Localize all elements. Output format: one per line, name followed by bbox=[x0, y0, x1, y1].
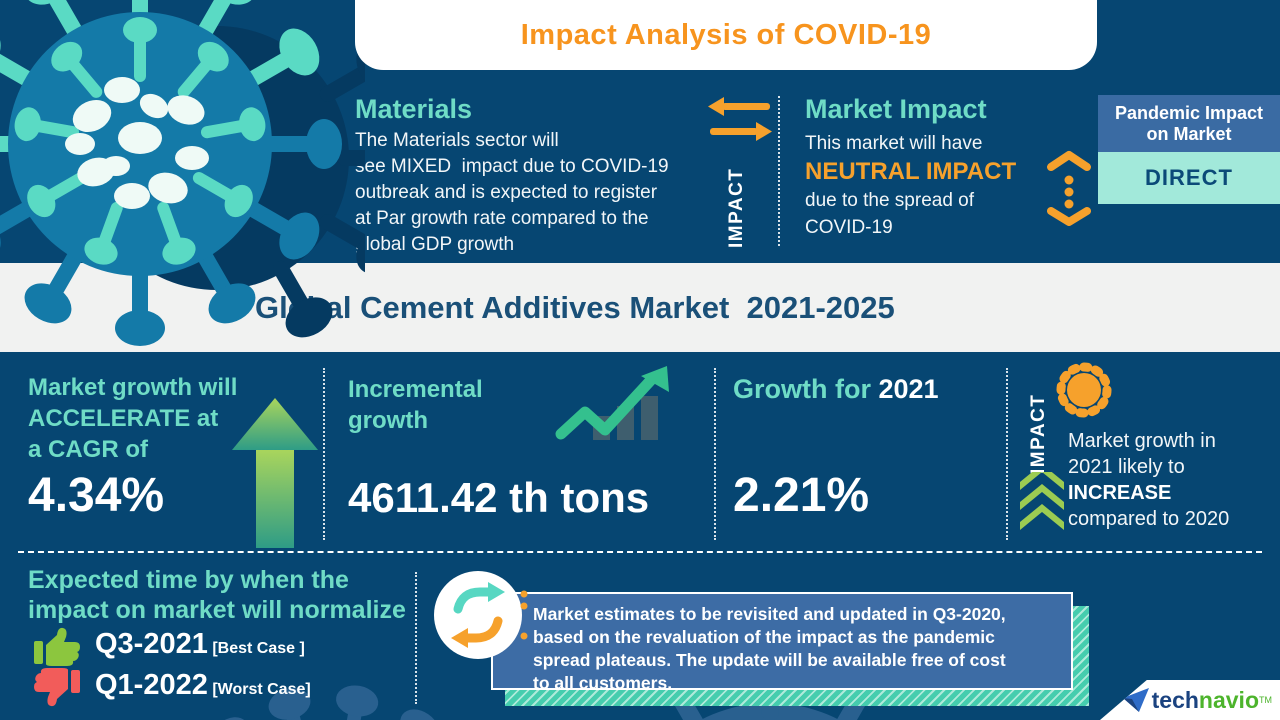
technavio-arrow-icon bbox=[1122, 687, 1149, 712]
impact2021-text: Market growth in 2021 likely to INCREASE… bbox=[1068, 428, 1229, 532]
pandemic-impact-value: DIRECT bbox=[1145, 165, 1233, 190]
pandemic-impact-line: on Market bbox=[1146, 123, 1232, 144]
virus-silhouette bbox=[635, 678, 905, 720]
top-banner: Impact Analysis of COVID-19 bbox=[355, 0, 1097, 70]
normalize-heading: Expected time by when the impact on mark… bbox=[28, 565, 406, 625]
virus-illustration bbox=[0, 0, 365, 346]
logo-tm: TM bbox=[1259, 695, 1272, 705]
impact-direction-icon bbox=[1047, 151, 1091, 226]
materials-line: outbreak and is expected to register bbox=[355, 182, 658, 203]
refresh-icon bbox=[434, 571, 522, 659]
impact2021-line: Market growth in bbox=[1068, 430, 1216, 452]
virus-icon bbox=[1056, 362, 1112, 418]
normalize-heading-line: Expected time by when the bbox=[28, 566, 349, 594]
materials-text: The Materials sector will see MIXED impa… bbox=[355, 128, 669, 258]
cagr-value: 4.34% bbox=[28, 469, 165, 522]
incremental-heading: Incremental growth bbox=[348, 374, 483, 436]
note-box: Market estimates to be revisited and upd… bbox=[491, 592, 1073, 693]
up-arrow-icon bbox=[232, 398, 318, 548]
incremental-line: Incremental bbox=[348, 376, 483, 403]
best-case-value: Q3-2021 bbox=[95, 628, 208, 660]
impact2021-line: compared to 2020 bbox=[1068, 508, 1230, 530]
best-case-row: Q3-2021 [Best Case ] bbox=[95, 628, 305, 661]
impact-vertical-label: IMPACT bbox=[726, 167, 747, 248]
divider bbox=[1006, 368, 1008, 540]
market-impact-line: COVID-19 bbox=[805, 217, 893, 238]
materials-line: global GDP growth bbox=[355, 234, 515, 255]
thumbs-down-icon bbox=[34, 668, 80, 707]
normalize-heading-line: impact on market will normalize bbox=[28, 596, 406, 624]
note-line: spread plateaus. The update will be avai… bbox=[533, 650, 1006, 670]
materials-line: see MIXED impact due to COVID-19 bbox=[355, 156, 669, 177]
divider bbox=[18, 551, 1262, 553]
market-impact-line: This market will have bbox=[805, 133, 983, 154]
note-line: Market estimates to be revisited and upd… bbox=[533, 604, 1006, 624]
worst-case-label: [Worst Case] bbox=[212, 681, 311, 698]
growth2021-heading: Growth for 2021 bbox=[733, 374, 939, 405]
best-case-label: [Best Case ] bbox=[212, 640, 305, 657]
growth-chart-icon bbox=[555, 366, 669, 440]
divider bbox=[714, 368, 716, 540]
pandemic-impact-line: Pandemic Impact bbox=[1114, 102, 1264, 123]
growth2021-label: Growth for bbox=[733, 374, 871, 404]
transfer-arrows-icon bbox=[708, 97, 772, 141]
divider bbox=[323, 368, 325, 540]
materials-heading: Materials bbox=[355, 94, 473, 124]
cagr-heading: Market growth will ACCELERATE at a CAGR … bbox=[28, 372, 237, 465]
divider bbox=[778, 96, 780, 246]
incremental-line: growth bbox=[348, 407, 428, 434]
worst-case-row: Q1-2022 [Worst Case] bbox=[95, 669, 311, 702]
thumbs-up-icon bbox=[34, 627, 80, 666]
impact2021-line: 2021 likely to bbox=[1068, 456, 1185, 478]
market-impact-line: due to the spread of bbox=[805, 190, 975, 211]
divider bbox=[415, 572, 417, 704]
worst-case-value: Q1-2022 bbox=[95, 669, 208, 701]
materials-line: The Materials sector will bbox=[355, 130, 559, 151]
pandemic-impact-header: Pandemic Impact on Market bbox=[1098, 95, 1280, 152]
market-impact-text: This market will have NEUTRAL IMPACT due… bbox=[805, 130, 1016, 241]
market-impact-highlight: NEUTRAL IMPACT bbox=[805, 158, 1017, 185]
note-line: to all customers. bbox=[533, 673, 673, 693]
growth2021-value: 2.21% bbox=[733, 469, 870, 522]
technavio-logo: tech navio TM bbox=[1100, 680, 1280, 720]
logo-tech: tech bbox=[1151, 686, 1199, 713]
market-impact-heading: Market Impact bbox=[805, 94, 987, 124]
cagr-line: a CAGR of bbox=[28, 436, 148, 463]
chevrons-up-icon bbox=[1020, 472, 1064, 530]
dots-accent bbox=[520, 590, 528, 640]
logo-navio: navio bbox=[1198, 686, 1259, 713]
materials-line: at Par growth rate compared to the bbox=[355, 208, 649, 229]
banner-title: Impact Analysis of COVID-19 bbox=[520, 18, 932, 51]
cagr-line: ACCELERATE at bbox=[28, 405, 219, 432]
incremental-value: 4611.42 th tons bbox=[348, 474, 650, 521]
note-line: based on the revaluation of the impact a… bbox=[533, 627, 995, 647]
growth2021-year: 2021 bbox=[878, 374, 939, 404]
cagr-line: Market growth will bbox=[28, 374, 238, 401]
pandemic-impact-value-box: DIRECT bbox=[1098, 152, 1280, 204]
impact2021-highlight: INCREASE bbox=[1068, 482, 1172, 504]
impact-vertical-label: IMPACT bbox=[1028, 393, 1049, 474]
